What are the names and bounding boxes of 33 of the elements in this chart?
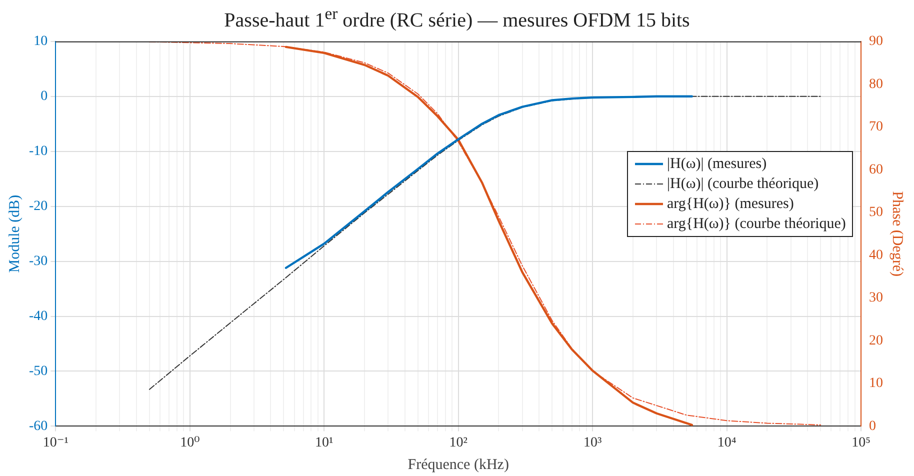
y-axis-title: Module (dB)	[6, 194, 23, 273]
legend-label: arg{H(ω)} (mesures)	[667, 194, 794, 214]
y-tick-label: -20	[28, 198, 48, 214]
y-tick-label: -50	[28, 364, 48, 379]
x-tick-label: 10⁻¹	[42, 435, 68, 450]
y2-tick-label: 70	[869, 120, 883, 135]
y2-tick-label: 0	[869, 418, 876, 434]
y2-tick-label: 60	[869, 162, 883, 178]
y2-tick-label: 30	[869, 290, 883, 306]
x-tick-label: 10³	[583, 435, 602, 450]
x-tick-label: 10²	[449, 435, 468, 450]
chart-title: Passe-haut 1$^{er}$ ordre (RC série) — mesures OFDM 15 bits	[223, 4, 691, 33]
legend-label: |H(ω)| (courbe théorique)	[667, 174, 819, 194]
y2-tick-label: 50	[869, 205, 883, 220]
x-axis-title: Fréquence (kHz)	[408, 456, 509, 473]
y2-tick-label: 40	[869, 248, 883, 263]
y2-axis-title: Phase (Degré)	[889, 191, 906, 276]
y2-tick-label: 10	[869, 376, 883, 392]
y2-tick-label: 20	[869, 333, 883, 348]
y2-tick-label: 90	[869, 34, 883, 50]
x-tick-label: 10⁰	[180, 435, 200, 450]
legend-label: arg{H(ω)} (courbe théorique)	[667, 214, 846, 234]
y-tick-label: -10	[28, 144, 48, 160]
y-tick-label: -30	[28, 254, 48, 269]
y-tick-label: 10	[34, 34, 48, 50]
y-tick-label: -60	[28, 418, 48, 434]
y-tick-label: -40	[28, 308, 48, 324]
x-tick-label: 10⁴	[717, 435, 736, 450]
x-tick-label: 10¹	[315, 435, 334, 450]
legend-label: |H(ω)| (mesures)	[667, 154, 767, 174]
x-tick-label: 10⁵	[852, 435, 871, 450]
y-tick-label: 0	[40, 89, 48, 104]
y2-tick-label: 80	[869, 76, 883, 92]
